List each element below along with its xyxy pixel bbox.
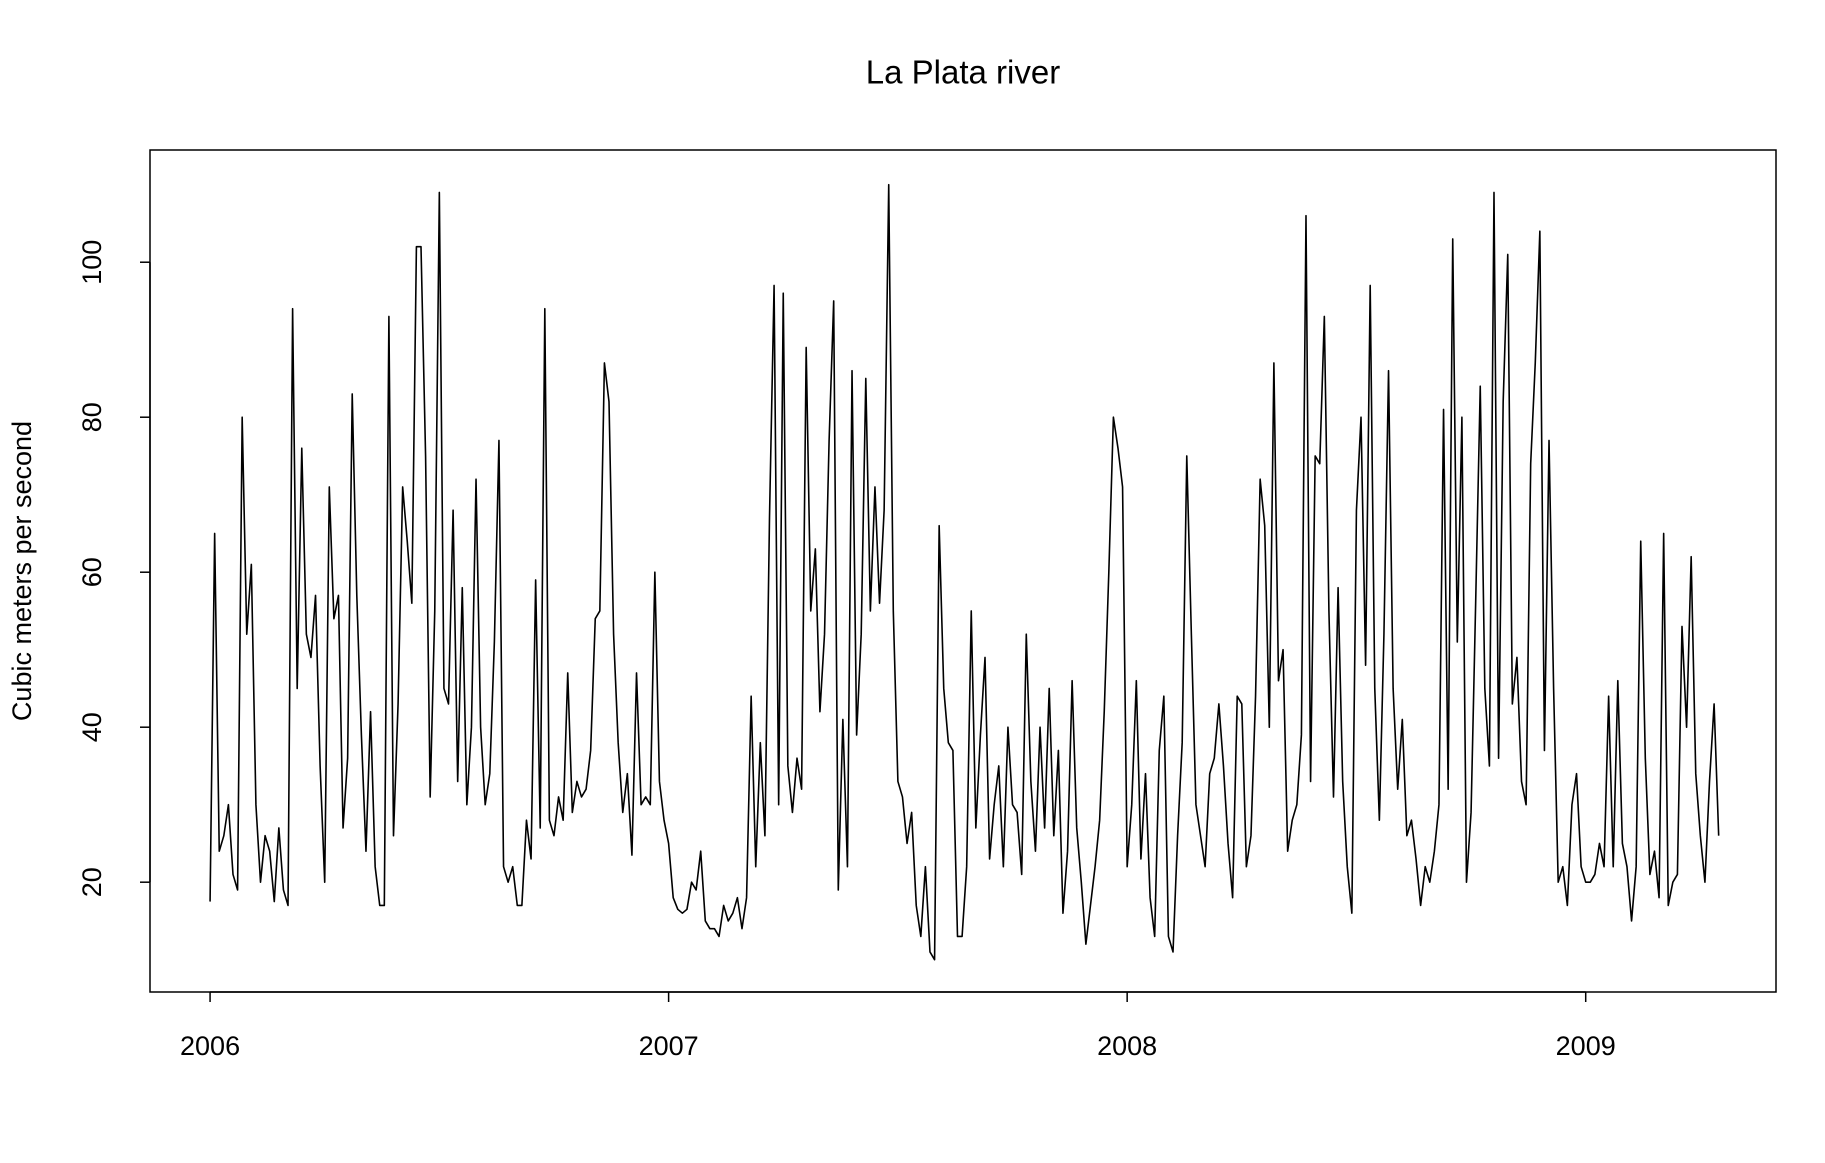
x-tick-label: 2006 [180,1031,240,1061]
chart-title: La Plata river [866,54,1060,91]
data-line [209,183,1720,961]
x-tick-label: 2008 [1097,1031,1157,1061]
x-tick-label: 2009 [1556,1031,1616,1061]
y-tick-label: 60 [77,557,107,587]
y-axis-label: Cubic meters per second [7,421,37,721]
y-tick-label: 100 [77,240,107,285]
plot-frame [149,149,1777,993]
y-tick-label: 40 [77,712,107,742]
y-tick-label: 80 [77,402,107,432]
y-tick-label: 20 [77,867,107,897]
x-tick-label: 2007 [639,1031,699,1061]
